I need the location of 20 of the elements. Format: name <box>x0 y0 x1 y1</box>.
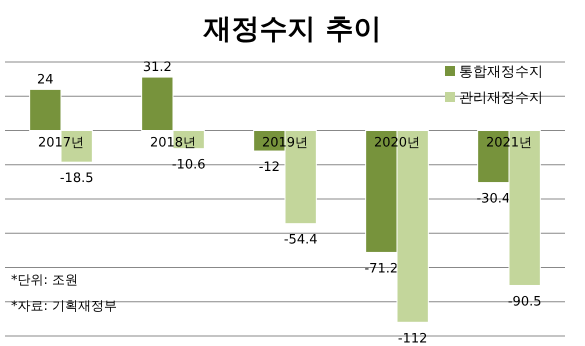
data-label: 24 <box>37 72 54 88</box>
data-label: -90.5 <box>508 294 542 310</box>
data-label: 31.2 <box>142 60 172 76</box>
data-label: -10.6 <box>172 158 206 173</box>
annotation: *단위: 조원 <box>11 273 78 288</box>
x-tick-label: 2017년 <box>38 136 84 150</box>
data-label: -12 <box>258 160 280 176</box>
data-label: -71.2 <box>364 261 398 276</box>
data-label: -30.4 <box>476 192 510 207</box>
data-label: -112 <box>398 331 428 346</box>
chart-title: 재정수지 추이 <box>202 12 382 45</box>
data-label: -18.5 <box>60 171 94 186</box>
annotation: *자료: 기획재정부 <box>11 299 118 314</box>
x-tick-label: 2018년 <box>150 136 196 150</box>
data-label: -54.4 <box>284 232 318 248</box>
x-tick-label: 2020년 <box>374 136 420 150</box>
legend-label: 통합재정수지 <box>459 64 543 80</box>
legend-label: 관리재정수지 <box>459 90 543 106</box>
x-tick-label: 2019년 <box>262 136 308 150</box>
x-tick-label: 2021년 <box>486 136 532 150</box>
